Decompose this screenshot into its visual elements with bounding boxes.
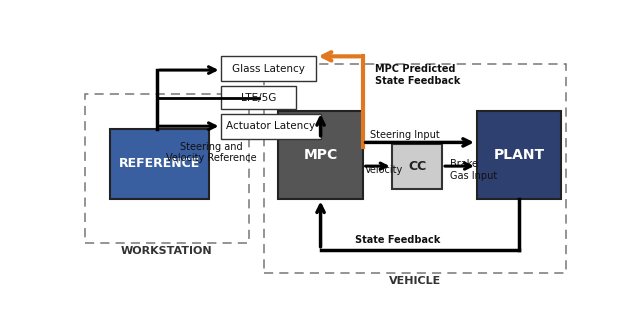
Text: MPC: MPC	[303, 148, 338, 162]
FancyBboxPatch shape	[110, 129, 209, 199]
Text: Glass Latency: Glass Latency	[232, 64, 305, 74]
Text: Steering Input: Steering Input	[370, 130, 440, 140]
Text: VEHICLE: VEHICLE	[388, 276, 441, 286]
Text: LTE/5G: LTE/5G	[241, 93, 276, 102]
Text: Velocity: Velocity	[365, 165, 403, 175]
Text: REFERENCE: REFERENCE	[119, 157, 200, 170]
FancyBboxPatch shape	[221, 56, 316, 81]
FancyBboxPatch shape	[278, 111, 363, 199]
FancyBboxPatch shape	[221, 86, 296, 109]
Text: Brake
Gas Input: Brake Gas Input	[449, 159, 497, 181]
Text: MPC Predicted
State Feedback: MPC Predicted State Feedback	[375, 64, 461, 86]
FancyBboxPatch shape	[221, 114, 321, 139]
Text: Steering and
Velocity Reference: Steering and Velocity Reference	[166, 142, 257, 163]
Text: State Feedback: State Feedback	[355, 235, 441, 245]
Text: PLANT: PLANT	[493, 148, 545, 162]
Text: WORKSTATION: WORKSTATION	[121, 246, 212, 256]
FancyBboxPatch shape	[392, 144, 442, 189]
Text: CC: CC	[408, 160, 426, 173]
Text: Actuator Latency: Actuator Latency	[227, 121, 316, 131]
FancyBboxPatch shape	[477, 111, 561, 199]
